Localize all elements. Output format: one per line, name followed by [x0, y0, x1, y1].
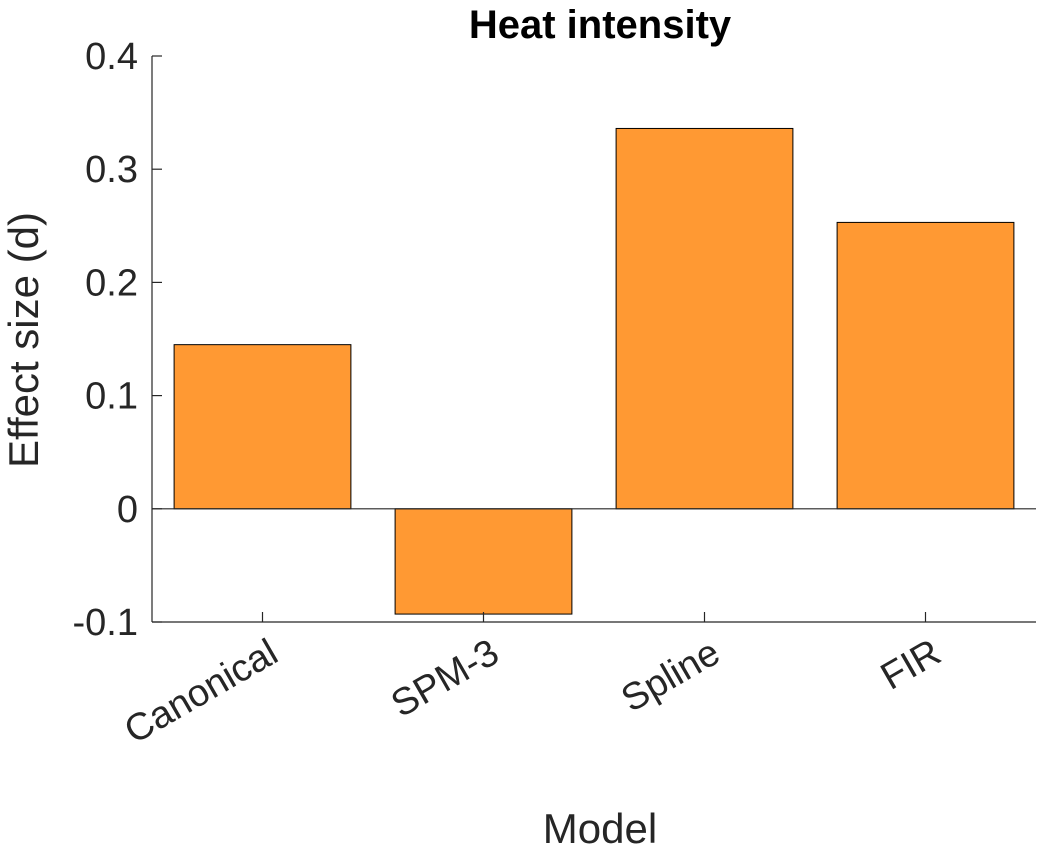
x-tick-label: Spline: [615, 631, 727, 720]
y-tick-label: 0.2: [85, 262, 138, 304]
bar-spm-3: [394, 508, 573, 615]
y-tick-label: 0.1: [85, 376, 138, 418]
bar-canonical: [173, 344, 352, 510]
y-tick-label: 0.3: [85, 149, 138, 191]
x-tick-label: FIR: [874, 631, 948, 698]
x-axis-label: Model: [543, 805, 657, 850]
bar-spline: [615, 127, 794, 510]
x-tick-label: Canonical: [118, 631, 285, 752]
y-tick-label: -0.1: [73, 602, 138, 644]
bar-fir: [836, 221, 1015, 510]
y-tick-label: 0: [117, 489, 138, 531]
bars-group: [173, 127, 1015, 615]
y-tick-label: 0.4: [85, 36, 138, 78]
y-ticks-group: -0.1 0 0.1 0.2 0.3 0.4: [73, 36, 162, 644]
x-ticks-group: Canonical SPM-3 Spline FIR: [118, 612, 948, 752]
x-tick-label: SPM-3: [384, 631, 506, 725]
y-axis-label: Effect size (d): [0, 212, 47, 468]
chart-title: Heat intensity: [469, 3, 732, 47]
